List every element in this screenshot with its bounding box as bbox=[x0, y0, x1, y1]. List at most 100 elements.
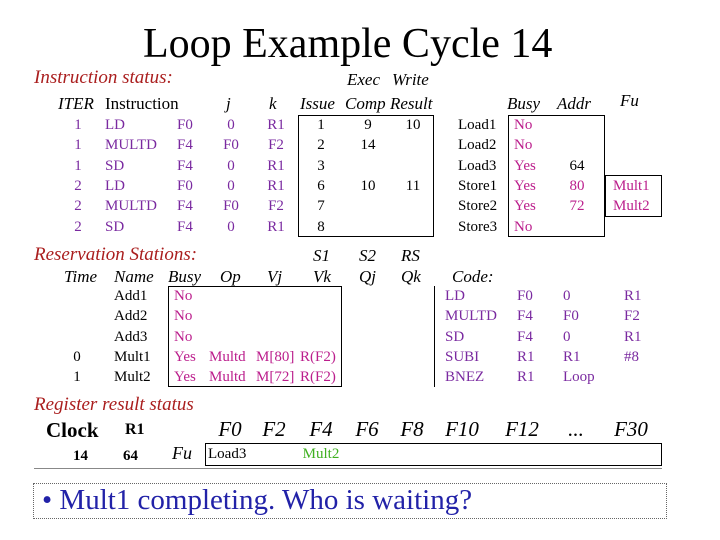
code-op: MULTD bbox=[445, 308, 497, 325]
register-value: Load3 bbox=[208, 446, 247, 462]
register-name: F30 bbox=[614, 417, 648, 441]
register-result-heading: Register result status bbox=[34, 394, 194, 415]
instr-j: F0 bbox=[223, 137, 239, 154]
register-name: F10 bbox=[445, 417, 479, 441]
instr-iter: 1 bbox=[74, 157, 82, 174]
code-op: BNEZ bbox=[445, 369, 485, 386]
bullet-text: • Mult1 completing. Who is waiting? bbox=[42, 484, 473, 516]
instruction-status-box bbox=[298, 115, 434, 237]
buffer-busy: No bbox=[514, 218, 533, 235]
rs-name: Mult2 bbox=[114, 369, 151, 386]
instr-result: 10 bbox=[405, 117, 421, 133]
register-name: F0 bbox=[218, 417, 242, 441]
j-header: j bbox=[226, 94, 231, 113]
addr-header: Addr bbox=[557, 94, 591, 113]
exec-header: Exec bbox=[347, 70, 381, 89]
code-arg2: 0 bbox=[563, 288, 571, 304]
buffer-name: Store2 bbox=[458, 198, 498, 215]
register-name: ... bbox=[568, 417, 584, 441]
instr-op: MULTD bbox=[105, 137, 157, 154]
instr-k: R1 bbox=[267, 117, 285, 133]
instr-j: F0 bbox=[223, 198, 239, 215]
name-header: Name bbox=[114, 267, 154, 286]
code-header: Code: bbox=[452, 267, 494, 286]
load-store-box bbox=[508, 115, 605, 237]
r1-value: 64 bbox=[123, 448, 138, 464]
store-fu-box bbox=[605, 175, 662, 217]
buffer-name: Store3 bbox=[458, 218, 498, 235]
time-header: Time bbox=[64, 267, 98, 286]
instr-dest: F4 bbox=[177, 137, 193, 154]
buffer-name: Load1 bbox=[458, 117, 497, 133]
buffer-busy: No bbox=[514, 137, 533, 154]
vk-header: Vk bbox=[313, 267, 331, 286]
instr-j: 0 bbox=[227, 177, 235, 194]
buffer-busy: Yes bbox=[514, 198, 536, 215]
instr-comp: 9 bbox=[364, 117, 372, 133]
instr-dest: F4 bbox=[177, 218, 193, 235]
instr-iter: 2 bbox=[74, 198, 82, 215]
busy-header: Busy bbox=[507, 94, 541, 113]
register-name: F2 bbox=[262, 417, 286, 441]
instr-dest: F4 bbox=[177, 198, 193, 215]
result-header: Result bbox=[390, 94, 433, 113]
buffer-name: Load2 bbox=[458, 137, 497, 154]
code-arg1: F4 bbox=[517, 308, 533, 325]
code-arg2: R1 bbox=[563, 348, 581, 365]
rs-busy: Yes bbox=[174, 348, 196, 365]
qj-header: Qj bbox=[359, 267, 376, 286]
s1-header: S1 bbox=[313, 246, 330, 265]
instr-issue: 1 bbox=[317, 117, 325, 133]
code-arg3: F2 bbox=[624, 308, 640, 325]
code-op: LD bbox=[445, 288, 465, 304]
rs-header: RS bbox=[401, 246, 420, 265]
rs-name: Add2 bbox=[114, 308, 148, 325]
instr-j: 0 bbox=[227, 117, 235, 133]
op-header: Op bbox=[220, 267, 241, 286]
code-op: SUBI bbox=[445, 348, 480, 365]
rs-op: Multd bbox=[209, 369, 246, 386]
instr-comp: 10 bbox=[360, 177, 376, 194]
instr-iter: 2 bbox=[74, 218, 82, 235]
rs-busy-header: Busy bbox=[168, 267, 202, 286]
instr-issue: 3 bbox=[317, 157, 325, 174]
register-name: F12 bbox=[505, 417, 539, 441]
rs-op: Multd bbox=[209, 348, 246, 365]
instr-op: SD bbox=[105, 218, 125, 235]
register-name: F8 bbox=[400, 417, 424, 441]
rs-busy: Yes bbox=[174, 369, 196, 386]
fu-row-label: Fu bbox=[172, 443, 192, 463]
instr-op: LD bbox=[105, 117, 125, 133]
code-arg3: R1 bbox=[624, 288, 642, 304]
code-arg3: R1 bbox=[624, 328, 642, 345]
buffer-busy: Yes bbox=[514, 177, 536, 194]
clock-label: Clock bbox=[46, 418, 99, 442]
instr-k: R1 bbox=[267, 218, 285, 235]
write-header: Write bbox=[392, 70, 429, 89]
register-status-box bbox=[205, 443, 662, 466]
buffer-fu: Mult2 bbox=[613, 198, 650, 215]
rs-vk: R(F2) bbox=[300, 369, 336, 386]
rs-name: Add3 bbox=[114, 328, 148, 345]
instr-k: F2 bbox=[268, 198, 284, 215]
code-arg1: R1 bbox=[517, 369, 535, 386]
reservation-station-box bbox=[168, 286, 342, 387]
instr-issue: 6 bbox=[317, 177, 325, 194]
instr-j: 0 bbox=[227, 157, 235, 174]
rs-time: 1 bbox=[73, 369, 81, 386]
code-op: SD bbox=[445, 328, 465, 345]
code-arg2: F0 bbox=[563, 308, 579, 325]
reservation-divider bbox=[434, 286, 435, 387]
buffer-name: Store1 bbox=[458, 177, 498, 194]
code-arg1: F0 bbox=[517, 288, 533, 304]
rs-busy: No bbox=[174, 328, 193, 345]
instr-op: MULTD bbox=[105, 198, 157, 215]
rs-vk: R(F2) bbox=[300, 348, 336, 365]
s2-header: S2 bbox=[359, 246, 376, 265]
rs-name: Mult1 bbox=[114, 348, 151, 365]
k-header: k bbox=[269, 94, 277, 113]
buffer-addr: 72 bbox=[569, 198, 585, 215]
slide-title: Loop Example Cycle 14 bbox=[143, 21, 553, 67]
instr-k: R1 bbox=[267, 177, 285, 194]
rs-time: 0 bbox=[73, 348, 81, 365]
